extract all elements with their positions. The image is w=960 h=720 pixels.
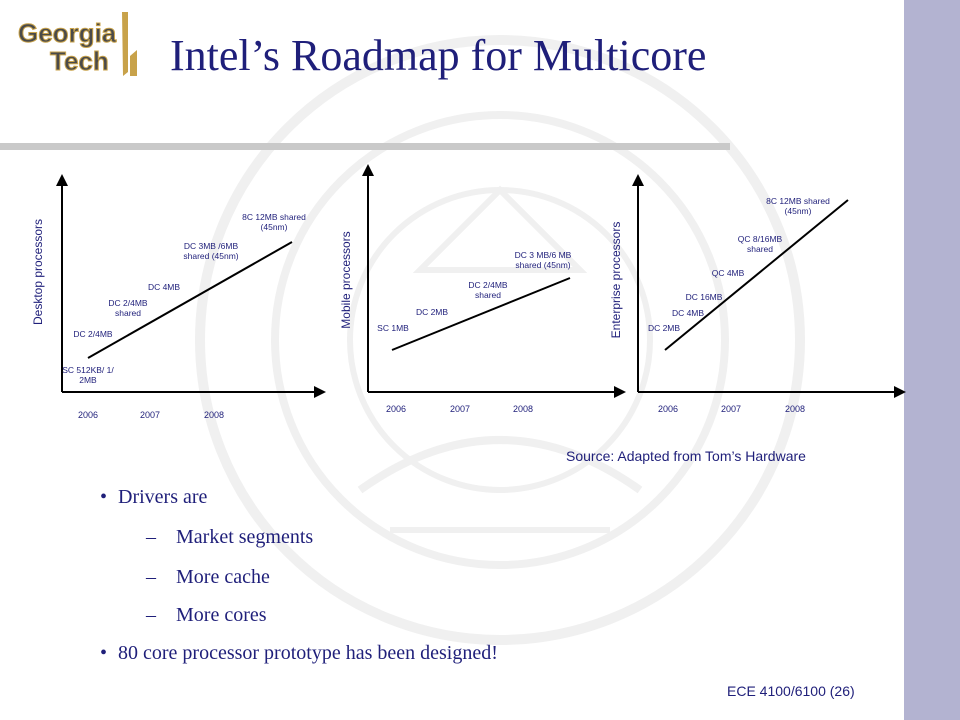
bullet-text: Market segments <box>176 526 314 548</box>
bullet-text: 80 core processor prototype has been des… <box>118 642 498 664</box>
x-tick-label: 2007 <box>450 404 470 414</box>
sub-bullet-cores: – More cores <box>146 604 267 626</box>
y-axis-label: Desktop processors <box>31 219 45 325</box>
svg-text:Tech: Tech <box>50 46 109 76</box>
bullet-prototype: • 80 core processor prototype has been de… <box>100 642 498 664</box>
data-label: DC 2MB <box>416 307 448 317</box>
bullet-text: More cache <box>176 566 270 588</box>
y-axis-label: Enterprise processors <box>609 222 623 339</box>
trend-line <box>664 199 849 351</box>
svg-text:Georgia: Georgia <box>18 18 117 48</box>
x-tick-label: 2006 <box>658 404 678 414</box>
data-label: 8C 12MB shared (45nm) <box>242 212 306 232</box>
trend-line <box>391 277 571 351</box>
roadmap-charts: Desktop processors 2006 2007 2008 SC 512KB/ … <box>31 164 906 420</box>
source-note: Source: Adapted from Tom’s Hardware <box>566 448 806 464</box>
x-tick-label: 2007 <box>721 404 741 414</box>
y-axis-label: Mobile processors <box>339 231 353 328</box>
data-label: SC 1MB <box>377 323 409 333</box>
georgia-tech-logo: Georgia Tech <box>18 12 137 77</box>
sub-bullet-market: – Market segments <box>146 526 314 548</box>
data-label: DC 2/4MB shared <box>468 280 508 300</box>
x-tick-label: 2007 <box>140 410 160 420</box>
data-label: QC 8/16MB shared <box>738 234 783 254</box>
data-label: DC 3MB /6MB shared (45nm) <box>183 241 238 261</box>
data-label: DC 4MB <box>148 282 180 292</box>
data-label: DC 4MB <box>672 308 704 318</box>
data-label: DC 3 MB/6 MB shared (45nm) <box>515 250 572 270</box>
bullet-text: Drivers are <box>118 486 208 508</box>
data-label: DC 16MB <box>686 292 723 302</box>
slide-title: Intel’s Roadmap for Multicore <box>170 31 707 80</box>
bullet-drivers: • Drivers are <box>100 486 208 508</box>
side-bar <box>904 0 960 720</box>
seal-watermark <box>195 35 805 645</box>
x-tick-label: 2008 <box>204 410 224 420</box>
data-label: SC 512KB/ 1/2MB <box>62 365 114 385</box>
data-label: DC 2/4MB shared <box>108 298 148 318</box>
data-label: QC 4MB <box>712 268 745 278</box>
x-tick-label: 2008 <box>513 404 533 414</box>
x-tick-label: 2006 <box>386 404 406 414</box>
x-tick-label: 2008 <box>785 404 805 414</box>
slide-number: ECE 4100/6100 (26) <box>727 683 855 699</box>
trend-line <box>87 241 293 359</box>
data-label: DC 2/4MB <box>73 329 113 339</box>
data-label: 8C 12MB shared (45nm) <box>766 196 830 216</box>
x-tick-label: 2006 <box>78 410 98 420</box>
data-label: DC 2MB <box>648 323 680 333</box>
bullet-text: More cores <box>176 604 267 626</box>
title-rule <box>0 143 730 150</box>
sub-bullet-cache: – More cache <box>146 566 270 588</box>
